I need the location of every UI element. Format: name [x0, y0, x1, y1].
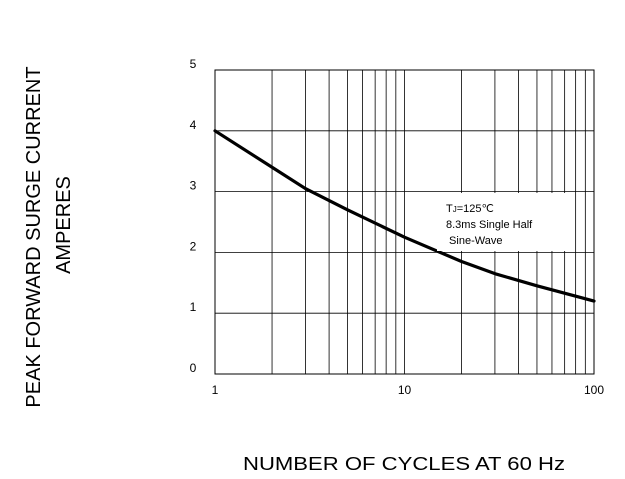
plot-border: [214, 69, 595, 375]
y-axis-label-line1: PEAK FORWARD SURGE CURRENT: [23, 66, 45, 407]
annotation-line2: 8.3ms Single Half: [446, 219, 533, 231]
annotation-background: [437, 193, 570, 251]
annotation-line1: TJ=125℃: [446, 203, 494, 215]
y-tick-label: 5: [190, 57, 197, 71]
plot-frame: [214, 69, 595, 375]
x-tick-label: 1: [212, 383, 219, 397]
y-tick-label: 3: [190, 179, 197, 193]
y-tick-label: 4: [190, 118, 197, 132]
annotation-box: TJ=125℃ 8.3ms Single Half Sine-Wave: [437, 193, 570, 251]
x-tick-labels: 1 10 100: [212, 383, 605, 397]
x-tick-label: 10: [398, 383, 412, 397]
y-axis-label-line2: AMPERES: [53, 176, 75, 274]
y-tick-label: 2: [190, 239, 197, 253]
series-group: [213, 129, 596, 303]
y-tick-label: 0: [190, 361, 197, 375]
x-tick-label: 100: [584, 383, 604, 397]
y-tick-labels: 0 1 2 3 4 5: [190, 57, 197, 375]
x-axis-label: NUMBER OF CYCLES AT 60 Hz: [243, 454, 565, 474]
series-line: [213, 129, 596, 303]
y-tick-label: 1: [190, 300, 197, 314]
annotation-line3: Sine-Wave: [446, 235, 502, 247]
